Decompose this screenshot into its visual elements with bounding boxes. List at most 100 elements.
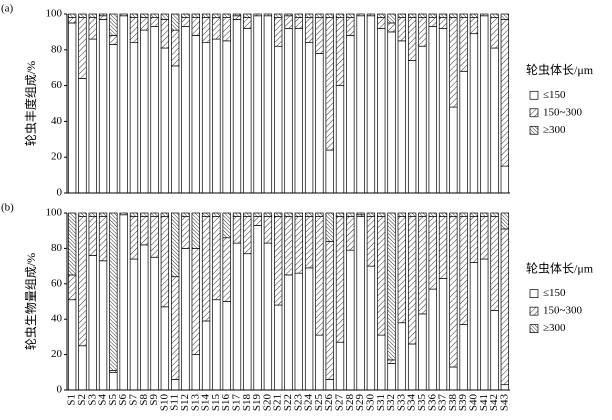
y-tick-label: 60 xyxy=(51,277,63,289)
bar-segment xyxy=(67,274,77,301)
bar-segment xyxy=(449,366,458,391)
bar-segment xyxy=(129,17,139,43)
bar-segment xyxy=(469,13,479,18)
x-tick-label: S8 xyxy=(138,394,150,406)
x-tick-label: S6 xyxy=(117,394,129,406)
bar-segment xyxy=(284,15,293,29)
bar-segment xyxy=(346,216,355,251)
bar-segment xyxy=(397,322,406,391)
bar-segment xyxy=(243,216,252,255)
bar-segment xyxy=(325,13,334,18)
bar-segment xyxy=(109,44,118,194)
bar-segment xyxy=(222,13,231,18)
x-tick-label: S32 xyxy=(385,394,397,411)
bar-segment xyxy=(78,17,87,79)
bar-segment xyxy=(78,345,87,391)
bar-segment xyxy=(315,13,324,18)
bar-segment xyxy=(418,17,427,47)
bar-segment xyxy=(171,65,180,194)
bar-segment xyxy=(418,212,427,217)
bar-segment xyxy=(67,299,77,391)
bar-segment xyxy=(449,216,458,368)
bar-segment xyxy=(160,19,170,49)
bar-segment xyxy=(459,216,468,325)
x-tick-label: S18 xyxy=(241,394,253,412)
legend-label: ≥300 xyxy=(543,322,566,334)
legend-swatch xyxy=(529,324,539,333)
bar-segment xyxy=(335,341,345,391)
x-tick-label: S43 xyxy=(498,394,510,412)
bar-segment xyxy=(397,40,406,194)
bar-segment xyxy=(129,216,139,260)
bar-segment xyxy=(181,216,190,249)
bar-segment xyxy=(438,13,448,18)
bar-segment xyxy=(274,17,283,47)
bar-segment xyxy=(67,13,77,18)
bar-segment xyxy=(294,272,303,391)
bar-segment xyxy=(294,13,303,18)
bar-segment xyxy=(294,27,303,194)
bar-segment xyxy=(160,47,170,194)
bar-segment xyxy=(191,354,200,391)
bar-segment xyxy=(160,13,170,20)
bar-segment xyxy=(377,216,386,336)
x-tick-label: S31 xyxy=(375,394,387,411)
bar-segment xyxy=(469,216,479,263)
bar-segment xyxy=(191,212,200,249)
bar-segment xyxy=(98,260,108,391)
bar-segment xyxy=(480,15,489,194)
bar-segment xyxy=(78,78,87,194)
bar-segment xyxy=(181,26,190,194)
bar-segment xyxy=(212,212,221,217)
bar-segment xyxy=(274,212,283,217)
bar-segment xyxy=(222,40,231,194)
bar-segment xyxy=(304,267,314,391)
bar-segment xyxy=(109,13,118,36)
bar-segment xyxy=(387,363,396,391)
x-tick-label: S7 xyxy=(127,394,139,406)
x-tick-label: S20 xyxy=(261,394,273,412)
bar-segment xyxy=(140,13,149,18)
bar-segment xyxy=(315,216,324,336)
bar-segment xyxy=(232,242,242,391)
bar-segment xyxy=(191,13,200,18)
bar-segment xyxy=(490,17,499,49)
x-tick-label: S36 xyxy=(426,394,438,412)
x-tick-label: S14 xyxy=(200,394,212,412)
bar-segment xyxy=(500,212,510,230)
bar-segment xyxy=(397,216,406,324)
y-tick-label: 20 xyxy=(51,151,63,163)
bar-segment xyxy=(335,212,345,217)
bar-segment xyxy=(98,216,108,262)
bar-segment xyxy=(294,17,303,29)
bar-segment xyxy=(98,13,108,17)
bar-segment xyxy=(377,334,386,391)
x-tick-label: S37 xyxy=(437,394,449,412)
bar-segment xyxy=(387,13,396,24)
x-tick-label: S3 xyxy=(86,394,98,406)
bar-segment xyxy=(78,212,87,217)
bar-segment xyxy=(304,13,314,18)
bar-segment xyxy=(335,17,345,86)
legend-label: 150~300 xyxy=(543,305,582,317)
bar-segment xyxy=(140,29,149,194)
x-tick-label: S34 xyxy=(406,394,418,412)
bar-segment xyxy=(407,216,417,345)
bar-segment xyxy=(129,13,139,18)
bar-segment xyxy=(335,13,345,18)
x-tick-label: S22 xyxy=(282,394,294,411)
bar-segment xyxy=(88,212,97,217)
x-tick-label: S26 xyxy=(323,394,335,412)
x-tick-label: S30 xyxy=(364,394,376,412)
bar-segment xyxy=(109,35,118,45)
bar-segment xyxy=(253,15,262,194)
bar-segment xyxy=(490,310,499,391)
bar-segment xyxy=(490,216,499,311)
y-tick-label: 60 xyxy=(51,79,63,91)
bar-segment xyxy=(274,304,283,391)
bar-segment xyxy=(335,216,345,343)
bar-segment xyxy=(407,60,417,194)
bar-segment xyxy=(284,13,293,17)
bar-segment xyxy=(98,15,108,20)
bar-segment xyxy=(418,45,427,194)
